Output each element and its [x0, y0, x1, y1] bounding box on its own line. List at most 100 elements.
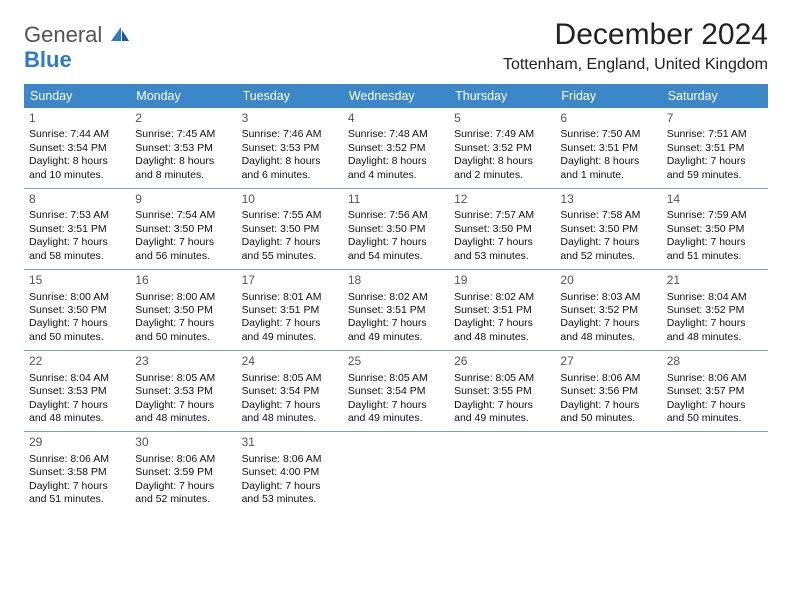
- page-title: December 2024: [503, 18, 768, 52]
- page-subtitle: Tottenham, England, United Kingdom: [503, 56, 768, 74]
- daylight-text: Daylight: 7 hours and 48 minutes.: [135, 399, 231, 426]
- sunrise-text: Sunrise: 8:00 AM: [135, 291, 231, 304]
- week-row: 22Sunrise: 8:04 AMSunset: 3:53 PMDayligh…: [24, 351, 768, 432]
- daylight-text: Daylight: 7 hours and 54 minutes.: [348, 236, 444, 263]
- sunset-text: Sunset: 3:56 PM: [560, 385, 656, 398]
- sunset-text: Sunset: 3:59 PM: [135, 466, 231, 479]
- daylight-text: Daylight: 8 hours and 1 minute.: [560, 155, 656, 182]
- weekday-header-row: Sunday Monday Tuesday Wednesday Thursday…: [24, 84, 768, 108]
- day-number: 6: [560, 111, 656, 126]
- daylight-text: Daylight: 7 hours and 48 minutes.: [454, 317, 550, 344]
- day-cell: 31Sunrise: 8:06 AMSunset: 4:00 PMDayligh…: [237, 432, 343, 512]
- sunset-text: Sunset: 3:53 PM: [135, 385, 231, 398]
- weekday-header: Friday: [555, 84, 661, 108]
- sunset-text: Sunset: 3:50 PM: [29, 304, 125, 317]
- week-row: 8 Sunrise: 7:53 AMSunset: 3:51 PM Daylight…: [24, 189, 768, 270]
- daylight-text: Daylight: 7 hours and 52 minutes.: [560, 236, 656, 263]
- day-cell: 12 Sunrise: 7:57 AMSunset: 3:50 PMDayligh…: [449, 189, 555, 269]
- daylight-text: Daylight: 7 hours and 53 minutes.: [242, 480, 338, 507]
- daylight-text: Daylight: 7 hours and 53 minutes.: [454, 236, 550, 263]
- day-number: 8: [29, 192, 125, 207]
- sunrise-text: Sunrise: 8:05 AM: [242, 372, 338, 385]
- day-cell: 11Sunrise: 7:56 AMSunset: 3:50 PMDayligh…: [343, 189, 449, 269]
- sunrise-text: Sunrise: 7:51 AM: [667, 128, 763, 141]
- week-row: 15Sunrise: 8:00 AMSunset: 3:50 PMDayligh…: [24, 270, 768, 351]
- sunrise-text: Sunrise: 7:44 AM: [29, 128, 125, 141]
- day-number: 12: [454, 192, 550, 207]
- sunrise-text: Sunrise: 7:58 AM: [560, 209, 656, 222]
- day-cell: 22Sunrise: 8:04 AMSunset: 3:53 PMDayligh…: [24, 351, 130, 431]
- weeks-container: 1Sunrise: 7:44 AMSunset: 3:54 PMDaylight…: [24, 108, 768, 513]
- daylight-text: Daylight: 8 hours and 2 minutes.: [454, 155, 550, 182]
- day-number: 20: [560, 273, 656, 288]
- sunrise-text: Sunrise: 7:46 AM: [242, 128, 338, 141]
- sunset-text: Sunset: 3:53 PM: [135, 142, 231, 155]
- day-number: 27: [560, 354, 656, 369]
- sunrise-text: Sunrise: 8:06 AM: [667, 372, 763, 385]
- day-cell: 17 Sunrise: 8:01 AMSunset: 3:51 PMDayligh…: [237, 270, 343, 350]
- sunrise-text: Sunrise: 8:06 AM: [560, 372, 656, 385]
- day-number: 19: [454, 273, 550, 288]
- sunset-text: Sunset: 3:51 PM: [29, 223, 125, 236]
- day-number: 3: [242, 111, 338, 126]
- daylight-text: Daylight: 7 hours and 49 minutes.: [242, 317, 338, 344]
- sunset-text: Sunset: 3:53 PM: [29, 385, 125, 398]
- sunset-text: Sunset: 3:54 PM: [348, 385, 444, 398]
- day-number: 4: [348, 111, 444, 126]
- daylight-text: Daylight: 7 hours and 48 minutes.: [560, 317, 656, 344]
- sunset-text: Sunset: 3:50 PM: [135, 304, 231, 317]
- sunrise-text: Sunrise: 7:57 AM: [454, 209, 550, 222]
- day-cell: 16Sunrise: 8:00 AMSunset: 3:50 PMDayligh…: [130, 270, 236, 350]
- sunrise-text: Sunrise: 8:04 AM: [29, 372, 125, 385]
- weekday-header: Tuesday: [237, 84, 343, 108]
- daylight-text: Daylight: 7 hours and 59 minutes.: [667, 155, 763, 182]
- brand-logo: General Blue: [24, 24, 131, 71]
- day-cell: 26Sunrise: 8:05 AMSunset: 3:55 PMDayligh…: [449, 351, 555, 431]
- daylight-text: Daylight: 7 hours and 49 minutes.: [348, 399, 444, 426]
- sunset-text: Sunset: 3:51 PM: [454, 304, 550, 317]
- day-cell: 6Sunrise: 7:50 AMSunset: 3:51 PMDaylight…: [555, 108, 661, 188]
- sunrise-text: Sunrise: 7:54 AM: [135, 209, 231, 222]
- day-cell: 29Sunrise: 8:06 AMSunset: 3:58 PMDayligh…: [24, 432, 130, 512]
- daylight-text: Daylight: 7 hours and 50 minutes.: [667, 399, 763, 426]
- sunset-text: Sunset: 3:52 PM: [560, 304, 656, 317]
- sunset-text: Sunset: 3:52 PM: [454, 142, 550, 155]
- header: General Blue December 2024 Tottenham, En…: [24, 18, 768, 74]
- day-number: 9: [135, 192, 231, 207]
- title-block: December 2024 Tottenham, England, United…: [503, 18, 768, 74]
- sunrise-text: Sunrise: 8:01 AM: [242, 291, 338, 304]
- day-cell: 27Sunrise: 8:06 AMSunset: 3:56 PMDayligh…: [555, 351, 661, 431]
- day-cell: 3 Sunrise: 7:46 AMSunset: 3:53 PMDaylight…: [237, 108, 343, 188]
- day-cell: 28 Sunrise: 8:06 AMSunset: 3:57 PMDayligh…: [662, 351, 768, 431]
- daylight-text: Daylight: 7 hours and 48 minutes.: [667, 317, 763, 344]
- sunset-text: Sunset: 3:58 PM: [29, 466, 125, 479]
- day-cell: 30Sunrise: 8:06 AMSunset: 3:59 PMDayligh…: [130, 432, 236, 512]
- sunrise-text: Sunrise: 7:49 AM: [454, 128, 550, 141]
- daylight-text: Daylight: 7 hours and 56 minutes.: [135, 236, 231, 263]
- daylight-text: Daylight: 8 hours and 4 minutes.: [348, 155, 444, 182]
- daylight-text: Daylight: 8 hours and 6 minutes.: [242, 155, 338, 182]
- day-number: 15: [29, 273, 125, 288]
- daylight-text: Daylight: 7 hours and 55 minutes.: [242, 236, 338, 263]
- sunset-text: Sunset: 3:51 PM: [348, 304, 444, 317]
- day-number: 25: [348, 354, 444, 369]
- sunset-text: Sunset: 4:00 PM: [242, 466, 338, 479]
- day-cell: 19Sunrise: 8:02 AMSunset: 3:51 PMDayligh…: [449, 270, 555, 350]
- sunset-text: Sunset: 3:54 PM: [242, 385, 338, 398]
- day-number: 16: [135, 273, 231, 288]
- week-row: 29Sunrise: 8:06 AMSunset: 3:58 PMDayligh…: [24, 432, 768, 512]
- sunrise-text: Sunrise: 7:55 AM: [242, 209, 338, 222]
- day-number: 17: [242, 273, 338, 288]
- day-number: 14: [667, 192, 763, 207]
- sunset-text: Sunset: 3:57 PM: [667, 385, 763, 398]
- sunrise-text: Sunrise: 8:02 AM: [348, 291, 444, 304]
- sunset-text: Sunset: 3:51 PM: [242, 304, 338, 317]
- sunset-text: Sunset: 3:53 PM: [242, 142, 338, 155]
- daylight-text: Daylight: 7 hours and 52 minutes.: [135, 480, 231, 507]
- day-number: 28: [667, 354, 763, 369]
- day-cell: 8Sunrise: 7:53 AMSunset: 3:51 PMDaylight…: [24, 189, 130, 269]
- sunrise-text: Sunrise: 7:53 AM: [29, 209, 125, 222]
- day-number: 22: [29, 354, 125, 369]
- sunset-text: Sunset: 3:50 PM: [454, 223, 550, 236]
- logo-sail-icon: [109, 26, 131, 47]
